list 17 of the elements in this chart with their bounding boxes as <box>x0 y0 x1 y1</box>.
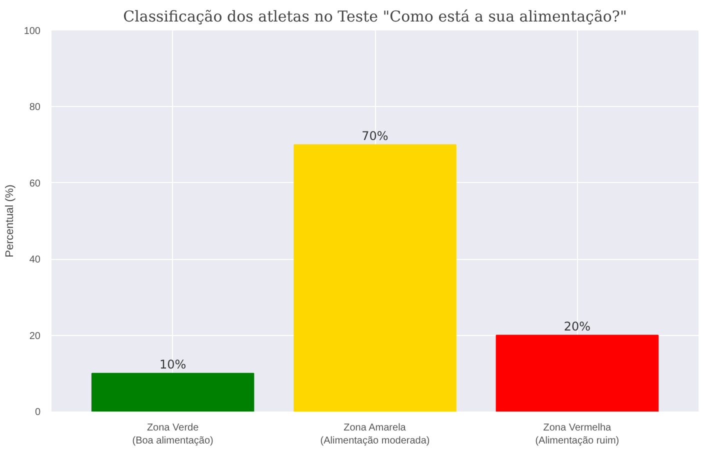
y-tick-label: 100 <box>24 26 41 37</box>
chart-title: Classificação dos atletas no Teste "Como está a sua alimentação?" <box>123 8 627 26</box>
y-axis-title: Percentual (%) <box>4 184 16 258</box>
x-tick-label: Zona Amarela (Alimentação moderada) <box>320 422 430 447</box>
bar <box>496 334 659 412</box>
bar <box>294 144 456 412</box>
y-tick-label: 0 <box>34 407 41 418</box>
y-tick-label: 40 <box>29 254 41 266</box>
data-label: 20% <box>564 319 591 334</box>
x-tick-label: Zona Verde (Boa alimentação) <box>132 422 214 447</box>
y-tick-label: 20 <box>29 330 41 342</box>
x-tick-label: Zona Vermelha (Alimentação ruim) <box>535 422 620 447</box>
data-label: 10% <box>159 357 186 372</box>
bar <box>91 372 254 412</box>
y-tick-label: 80 <box>29 102 41 114</box>
data-label: 70% <box>362 128 388 143</box>
y-tick-label: 60 <box>29 178 41 190</box>
